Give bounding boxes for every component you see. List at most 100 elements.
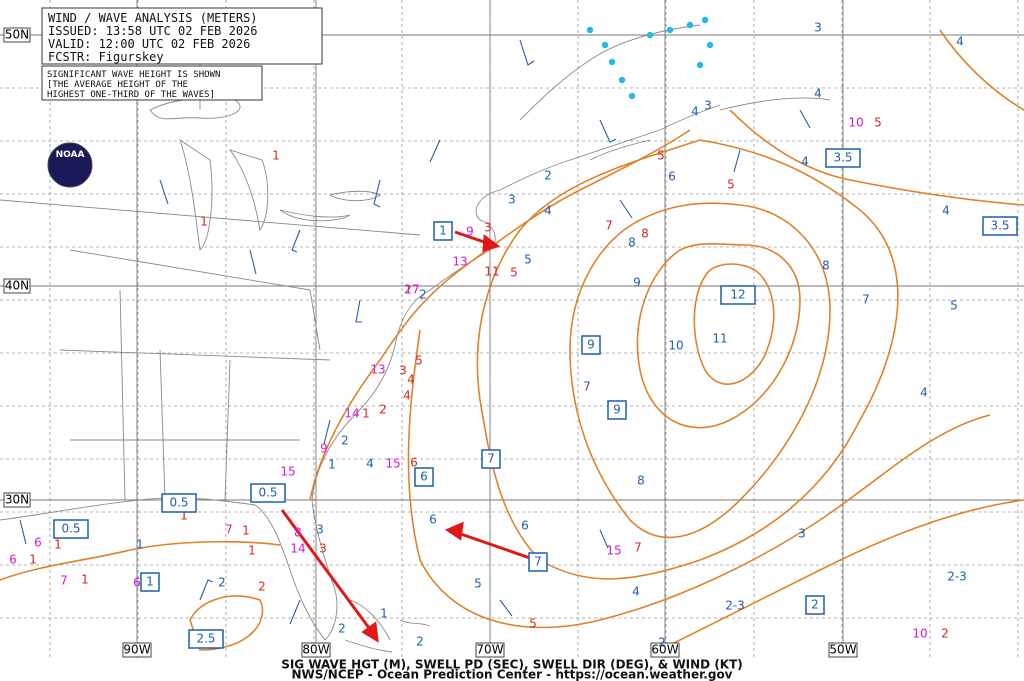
wind-label: 9 [320, 442, 328, 456]
ice-dot [628, 92, 636, 100]
period-label: 4 [407, 373, 415, 387]
wave-height-label: 5 [524, 253, 532, 267]
wave-height-label: 2 [419, 288, 427, 302]
wave-height-label: 4 [956, 35, 964, 49]
lat-label: 50N [5, 28, 29, 42]
wind-label: 7 [60, 574, 68, 588]
wave-height-label: 3 [814, 21, 822, 35]
wave-height-label: 4 [920, 386, 928, 400]
boxed-label: 12 [730, 288, 745, 302]
period-label: 11 [484, 265, 499, 279]
wave-height-label: 8 [822, 259, 830, 273]
wave-height-label: 1 [328, 458, 336, 472]
contour [476, 139, 899, 580]
wave-height-label: 4 [366, 457, 374, 471]
ice-edge [586, 16, 714, 100]
boxed-label: 1 [439, 224, 447, 238]
contour [693, 263, 775, 385]
ice-dot [586, 26, 594, 34]
wave-height-label: 4 [801, 155, 809, 169]
wave-height-label: 4 [942, 204, 950, 218]
period-label: 1 [248, 544, 256, 558]
boxed-label-box [481, 449, 501, 469]
period-label: 1 [362, 407, 370, 421]
lon-label: 70W [476, 643, 503, 657]
footer-line: NWS/NCEP - Ocean Prediction Center - htt… [291, 668, 732, 681]
wave-height-label: 3 [508, 193, 516, 207]
lat-label-box [3, 492, 31, 508]
wave-height-label: 1 [380, 607, 388, 621]
wave-height-label: 5 [950, 299, 958, 313]
period-label: 1 [81, 573, 89, 587]
wave-height-label: 2 [658, 636, 666, 650]
swell-arrow [280, 509, 374, 633]
header-line: ISSUED: 13:58 UTC 02 FEB 2026 [48, 24, 258, 38]
period-label: 7 [634, 541, 642, 555]
boxed-label-box [982, 216, 1018, 236]
boxed-label: 3.5 [833, 151, 852, 165]
contour [636, 242, 801, 429]
period-label: 3 [484, 221, 492, 235]
logo [47, 142, 93, 188]
swell-arrows [280, 230, 531, 643]
lat-label-box [3, 278, 31, 294]
contours [0, 29, 1024, 651]
coastline [0, 104, 721, 641]
wave-height-label: 7 [583, 380, 591, 394]
boxed-label: 7 [534, 555, 542, 569]
period-label: 4 [403, 389, 411, 403]
boxed-label-box [607, 400, 627, 420]
period-label: 1 [272, 149, 280, 163]
wave-height-label: 2 [416, 635, 424, 649]
boxed-label-box [414, 467, 434, 487]
period-label: 3 [399, 364, 407, 378]
boxed-label: 0.5 [61, 522, 80, 536]
lon-label-box [828, 642, 858, 658]
ice-dot [686, 21, 694, 29]
wave-height-label: 2 [544, 169, 552, 183]
period-label: 2 [941, 627, 949, 641]
wave-height-label: 9 [633, 276, 641, 290]
boxed-label-box [581, 335, 601, 355]
boxed-label: 6 [420, 470, 428, 484]
wave-height-label: 3 [316, 523, 324, 537]
wave-height-label: 4 [814, 87, 822, 101]
lon-label-box [475, 642, 505, 658]
contour [569, 202, 831, 539]
footer-line: SIG WAVE HGT (M), SWELL PD (SEC), SWELL … [281, 658, 743, 672]
arrow-head [361, 621, 379, 643]
boxed-label-box [433, 221, 453, 241]
boxed-label: 2 [811, 598, 819, 612]
wind-label: 13 [452, 255, 467, 269]
ice-dot [618, 76, 626, 84]
wave-height-label: 5 [474, 577, 482, 591]
boxed-label-box [528, 552, 548, 572]
wave-height-label: 2-3 [725, 599, 745, 613]
boxed-label-box [720, 285, 756, 305]
period-label: 2 [258, 580, 266, 594]
period-label: 5 [415, 354, 423, 368]
period-label: 1 [200, 215, 208, 229]
ice-dot [646, 31, 654, 39]
header-box [41, 7, 323, 65]
wave-height-label: 1 [136, 538, 144, 552]
ice-dot [696, 61, 704, 69]
lat-label-box [3, 27, 31, 43]
wave-height-label: 4 [691, 105, 699, 119]
ice-dot [706, 41, 714, 49]
lon-label-box [650, 642, 680, 658]
wave-height-label: 4 [632, 585, 640, 599]
wind-label: 15 [385, 457, 400, 471]
wind-label: 17 [404, 283, 419, 297]
header-line: FCSTR: Figurskey [48, 50, 164, 64]
wind-label: 8 [294, 526, 302, 540]
contour [659, 499, 1024, 651]
contour [939, 29, 1024, 111]
lon-label: 90W [123, 643, 150, 657]
ice-dot [601, 41, 609, 49]
swell-arrow [454, 530, 531, 560]
lon-label: 60W [651, 643, 678, 657]
lon-label: 50W [829, 643, 856, 657]
boxed-label: 0.5 [169, 496, 188, 510]
